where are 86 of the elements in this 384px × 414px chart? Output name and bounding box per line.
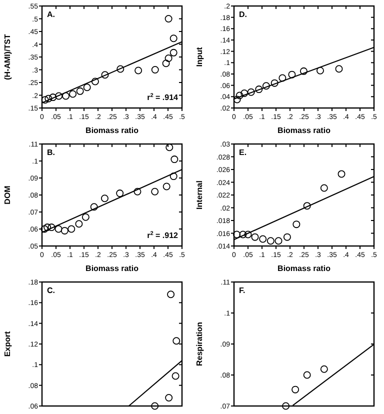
point — [239, 230, 247, 238]
point — [41, 96, 49, 104]
point — [266, 237, 274, 245]
point — [162, 182, 170, 190]
y-axis-title: Input — [195, 46, 204, 67]
point — [170, 172, 178, 180]
point — [244, 230, 252, 238]
point — [255, 86, 263, 94]
point — [83, 84, 91, 92]
point — [233, 96, 241, 104]
point — [75, 220, 83, 228]
annotation: E. — [239, 148, 247, 157]
point — [320, 365, 328, 373]
point — [100, 194, 108, 202]
point — [166, 144, 174, 152]
point — [172, 337, 180, 345]
y-axis-title: Export — [3, 331, 12, 357]
point — [236, 92, 244, 100]
point — [274, 237, 282, 245]
annotation: C. — [47, 286, 55, 295]
annotation: B. — [47, 148, 55, 157]
point — [134, 66, 142, 74]
point — [164, 15, 172, 22]
point — [54, 225, 62, 233]
point — [251, 233, 259, 241]
y-axis-title: DOM — [3, 185, 12, 204]
point — [68, 225, 76, 233]
point — [240, 90, 248, 98]
point — [247, 88, 255, 96]
point — [62, 92, 70, 100]
x-axis-title: Biomass ratio — [278, 264, 331, 273]
point — [90, 203, 98, 211]
point — [282, 402, 290, 410]
point — [338, 170, 346, 178]
point — [162, 60, 170, 68]
point — [44, 224, 52, 232]
point — [233, 230, 241, 238]
point — [270, 79, 278, 87]
y-axis-title: (H-AMI)/TST — [3, 34, 12, 80]
point — [60, 226, 68, 234]
point — [151, 402, 159, 410]
point — [40, 225, 48, 233]
point — [116, 190, 124, 198]
y-axis-title: Respiration — [195, 322, 204, 366]
point — [335, 65, 343, 73]
point — [76, 87, 84, 95]
annotation: r$^{2}$ = .912 — [147, 231, 179, 240]
point — [292, 386, 300, 394]
annotation: r$^{2}$ = .914 — [147, 93, 179, 102]
point — [170, 34, 178, 42]
point — [303, 371, 311, 379]
point — [283, 233, 291, 241]
point — [164, 54, 172, 62]
point — [151, 66, 159, 74]
point — [55, 92, 63, 100]
point — [91, 78, 99, 86]
point — [316, 66, 324, 74]
point — [49, 94, 57, 102]
point — [82, 213, 90, 221]
annotation: A. — [47, 10, 55, 19]
point — [134, 188, 142, 196]
point — [165, 394, 173, 402]
annotation: D. — [239, 10, 247, 19]
point — [292, 220, 300, 228]
annotation: F. — [239, 286, 246, 295]
point — [262, 82, 270, 90]
point — [101, 71, 109, 79]
point — [48, 224, 56, 232]
point — [259, 235, 267, 243]
point — [167, 290, 175, 298]
x-axis-title: Biomass ratio — [86, 264, 139, 273]
point — [288, 70, 296, 78]
point — [278, 74, 286, 82]
point — [320, 184, 328, 192]
point — [151, 188, 159, 196]
point — [116, 65, 124, 73]
point — [69, 90, 77, 98]
point — [172, 372, 180, 380]
x-axis-title: Biomass ratio — [86, 126, 139, 135]
point — [170, 48, 178, 56]
point — [170, 156, 178, 164]
x-axis-title: Biomass ratio — [278, 126, 331, 135]
point — [300, 67, 308, 75]
point — [303, 202, 311, 210]
y-axis-title: Internal — [195, 180, 204, 210]
point — [44, 94, 52, 102]
